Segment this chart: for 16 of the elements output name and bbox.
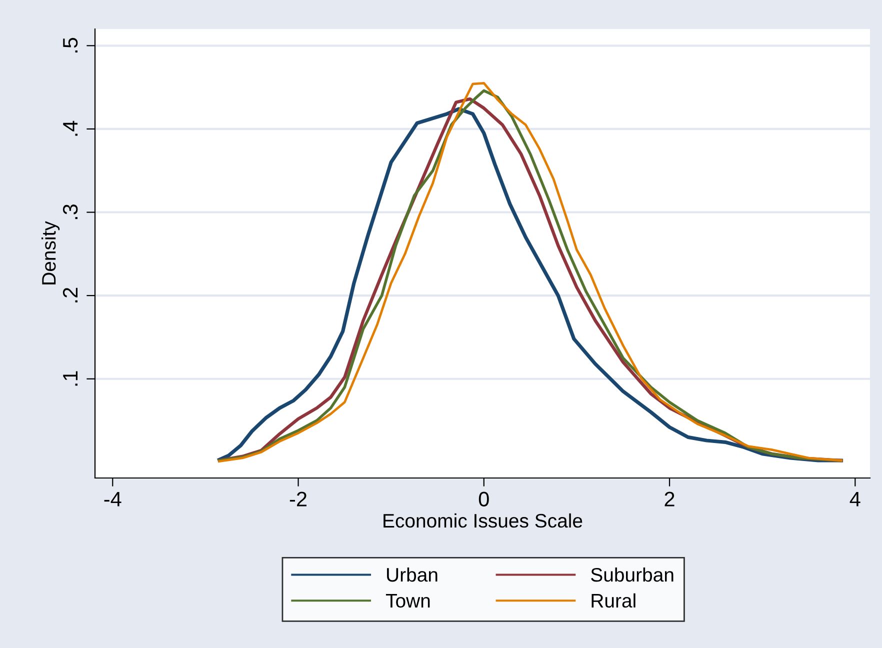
- y-axis-title: Density: [41, 221, 60, 284]
- x-tick-label: 2: [664, 492, 674, 506]
- y-tick-label: .5: [63, 38, 78, 52]
- y-tick-label: .3: [62, 204, 78, 220]
- x-tick-label: 4: [850, 492, 860, 506]
- legend-label: Town: [386, 594, 430, 608]
- y-tick-label: .2: [62, 288, 78, 302]
- x-tick-label: -4: [104, 492, 122, 506]
- x-tick-label: 0: [478, 492, 489, 506]
- y-tick-label: .1: [63, 371, 78, 386]
- legend-label: Urban: [387, 567, 438, 582]
- legend-label: Rural: [592, 593, 636, 608]
- y-tick-label: .4: [63, 120, 78, 136]
- x-axis-title: Economic Issues Scale: [384, 513, 582, 528]
- x-tick-label: -2: [290, 492, 306, 506]
- legend-label: Suburban: [591, 567, 674, 582]
